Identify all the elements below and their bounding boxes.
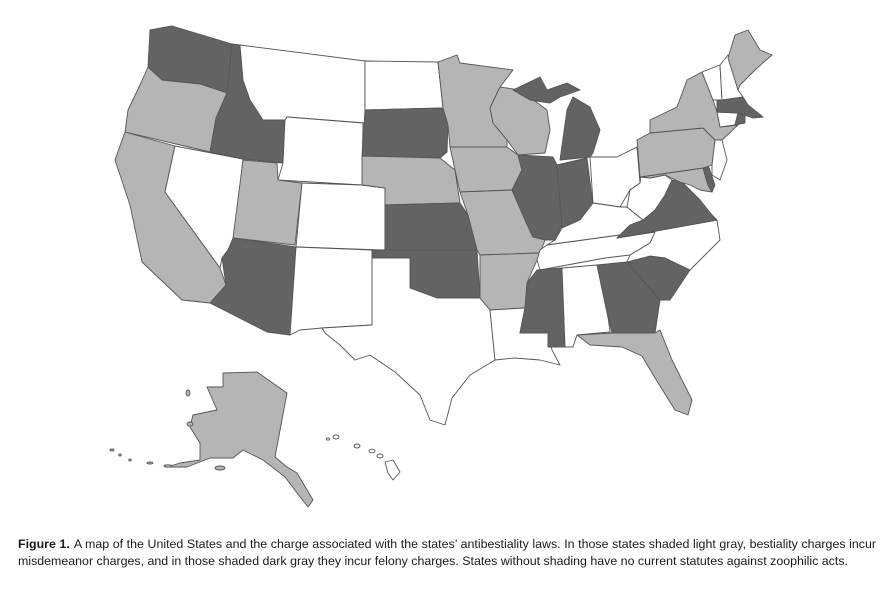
state-nm <box>289 246 373 336</box>
alaska-island <box>146 461 154 465</box>
state-wy <box>277 116 364 186</box>
alaska-island <box>109 448 115 452</box>
state-il <box>511 154 563 241</box>
state-ks <box>384 202 478 251</box>
alaska-island <box>185 389 191 397</box>
alaska-island <box>163 464 173 468</box>
state-tx <box>321 257 496 426</box>
figure-label: Figure 1. <box>18 537 70 551</box>
state-co <box>295 182 386 251</box>
alaska-island <box>128 458 132 462</box>
hawaii-island <box>332 434 340 440</box>
alaska-island <box>214 465 226 471</box>
alaska-island <box>118 453 122 457</box>
hawaii-island <box>376 453 384 459</box>
caption-text: A map of the United States and the charg… <box>18 537 876 568</box>
state-sd <box>361 107 449 159</box>
state-ak <box>166 371 314 508</box>
alaska-island <box>186 421 194 427</box>
figure-caption: Figure 1. A map of the United States and … <box>18 536 876 569</box>
state-ma <box>716 96 764 119</box>
us-map <box>109 25 773 508</box>
hawaii-island <box>326 437 330 441</box>
hawaii-island <box>353 443 361 449</box>
state-ia <box>449 146 523 193</box>
hawaii-island <box>368 448 376 454</box>
state-me <box>727 29 773 91</box>
state-hi <box>384 459 401 481</box>
state-nj <box>711 139 728 181</box>
state-nc <box>616 219 721 271</box>
state-fl <box>576 329 693 416</box>
state-nd <box>364 60 444 111</box>
state-mt <box>239 44 366 124</box>
state-mi-u <box>512 76 581 104</box>
state-vt <box>701 64 723 101</box>
state-mi-l <box>559 96 601 161</box>
